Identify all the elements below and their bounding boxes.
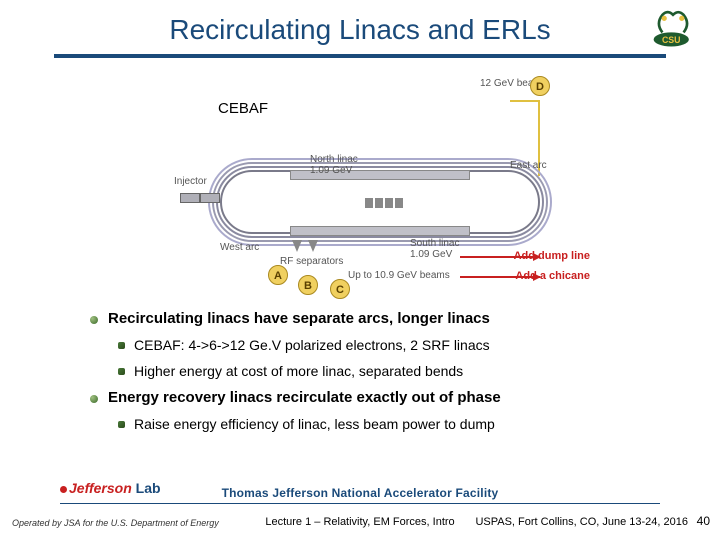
bullet-l2a: Raise energy efficiency of linac, less b…	[90, 416, 650, 432]
bullet-l1: Recirculating linacs have separate arcs,…	[90, 310, 650, 327]
south-linac-name: South linac	[410, 238, 459, 249]
bullet-list: Recirculating linacs have separate arcs,…	[90, 310, 650, 442]
page-number: 40	[697, 514, 710, 528]
bullet-l1b: Higher energy at cost of more linac, sep…	[90, 363, 650, 379]
upto-label: Up to 10.9 GeV beams	[348, 270, 450, 281]
hall-c: C	[330, 279, 350, 299]
cebaf-diagram: 12 GeV beam D Injector North linac 1.09 …	[180, 70, 600, 290]
south-linac-label: South linac 1.09 GeV	[410, 238, 459, 260]
hall-d: D	[530, 76, 550, 96]
svg-text:CSU: CSU	[662, 35, 681, 45]
splitter-icon	[365, 198, 405, 208]
csu-logo-icon: CSU	[646, 6, 700, 50]
rf-arrow-icon	[308, 240, 318, 252]
slide: Recirculating Linacs and ERLs CSU CEBAF …	[0, 0, 720, 540]
footer-venue: USPAS, Fort Collins, CO, June 13-24, 201…	[475, 516, 688, 528]
hall-b: B	[298, 275, 318, 295]
hall-a: A	[268, 265, 288, 285]
rf-separators-label: RF separators	[280, 256, 343, 267]
footer-rule	[60, 503, 660, 504]
slide-title: Recirculating Linacs and ERLs	[0, 14, 720, 46]
south-linac	[290, 226, 470, 236]
bullet-l2: Energy recovery linacs recirculate exact…	[90, 389, 650, 406]
footer-facility: Thomas Jefferson National Accelerator Fa…	[0, 486, 720, 500]
bullet-l1a: CEBAF: 4->6->12 Ge.V polarized electrons…	[90, 337, 650, 353]
north-linac-label: North linac 1.09 GeV	[310, 154, 358, 176]
north-linac-energy: 1.09 GeV	[310, 165, 352, 176]
title-rule	[54, 54, 666, 58]
add-chicane-label: Add a chicane	[515, 270, 590, 282]
injector-icon	[180, 190, 224, 204]
rf-arrow-icon	[292, 240, 302, 252]
injector-label: Injector	[174, 176, 207, 187]
north-linac-name: North linac	[310, 154, 358, 165]
add-dump-label: Add dump line	[514, 250, 590, 262]
south-linac-energy: 1.09 GeV	[410, 249, 452, 260]
west-arc-label: West arc	[220, 242, 259, 253]
east-arc-label: East arc	[510, 160, 547, 171]
